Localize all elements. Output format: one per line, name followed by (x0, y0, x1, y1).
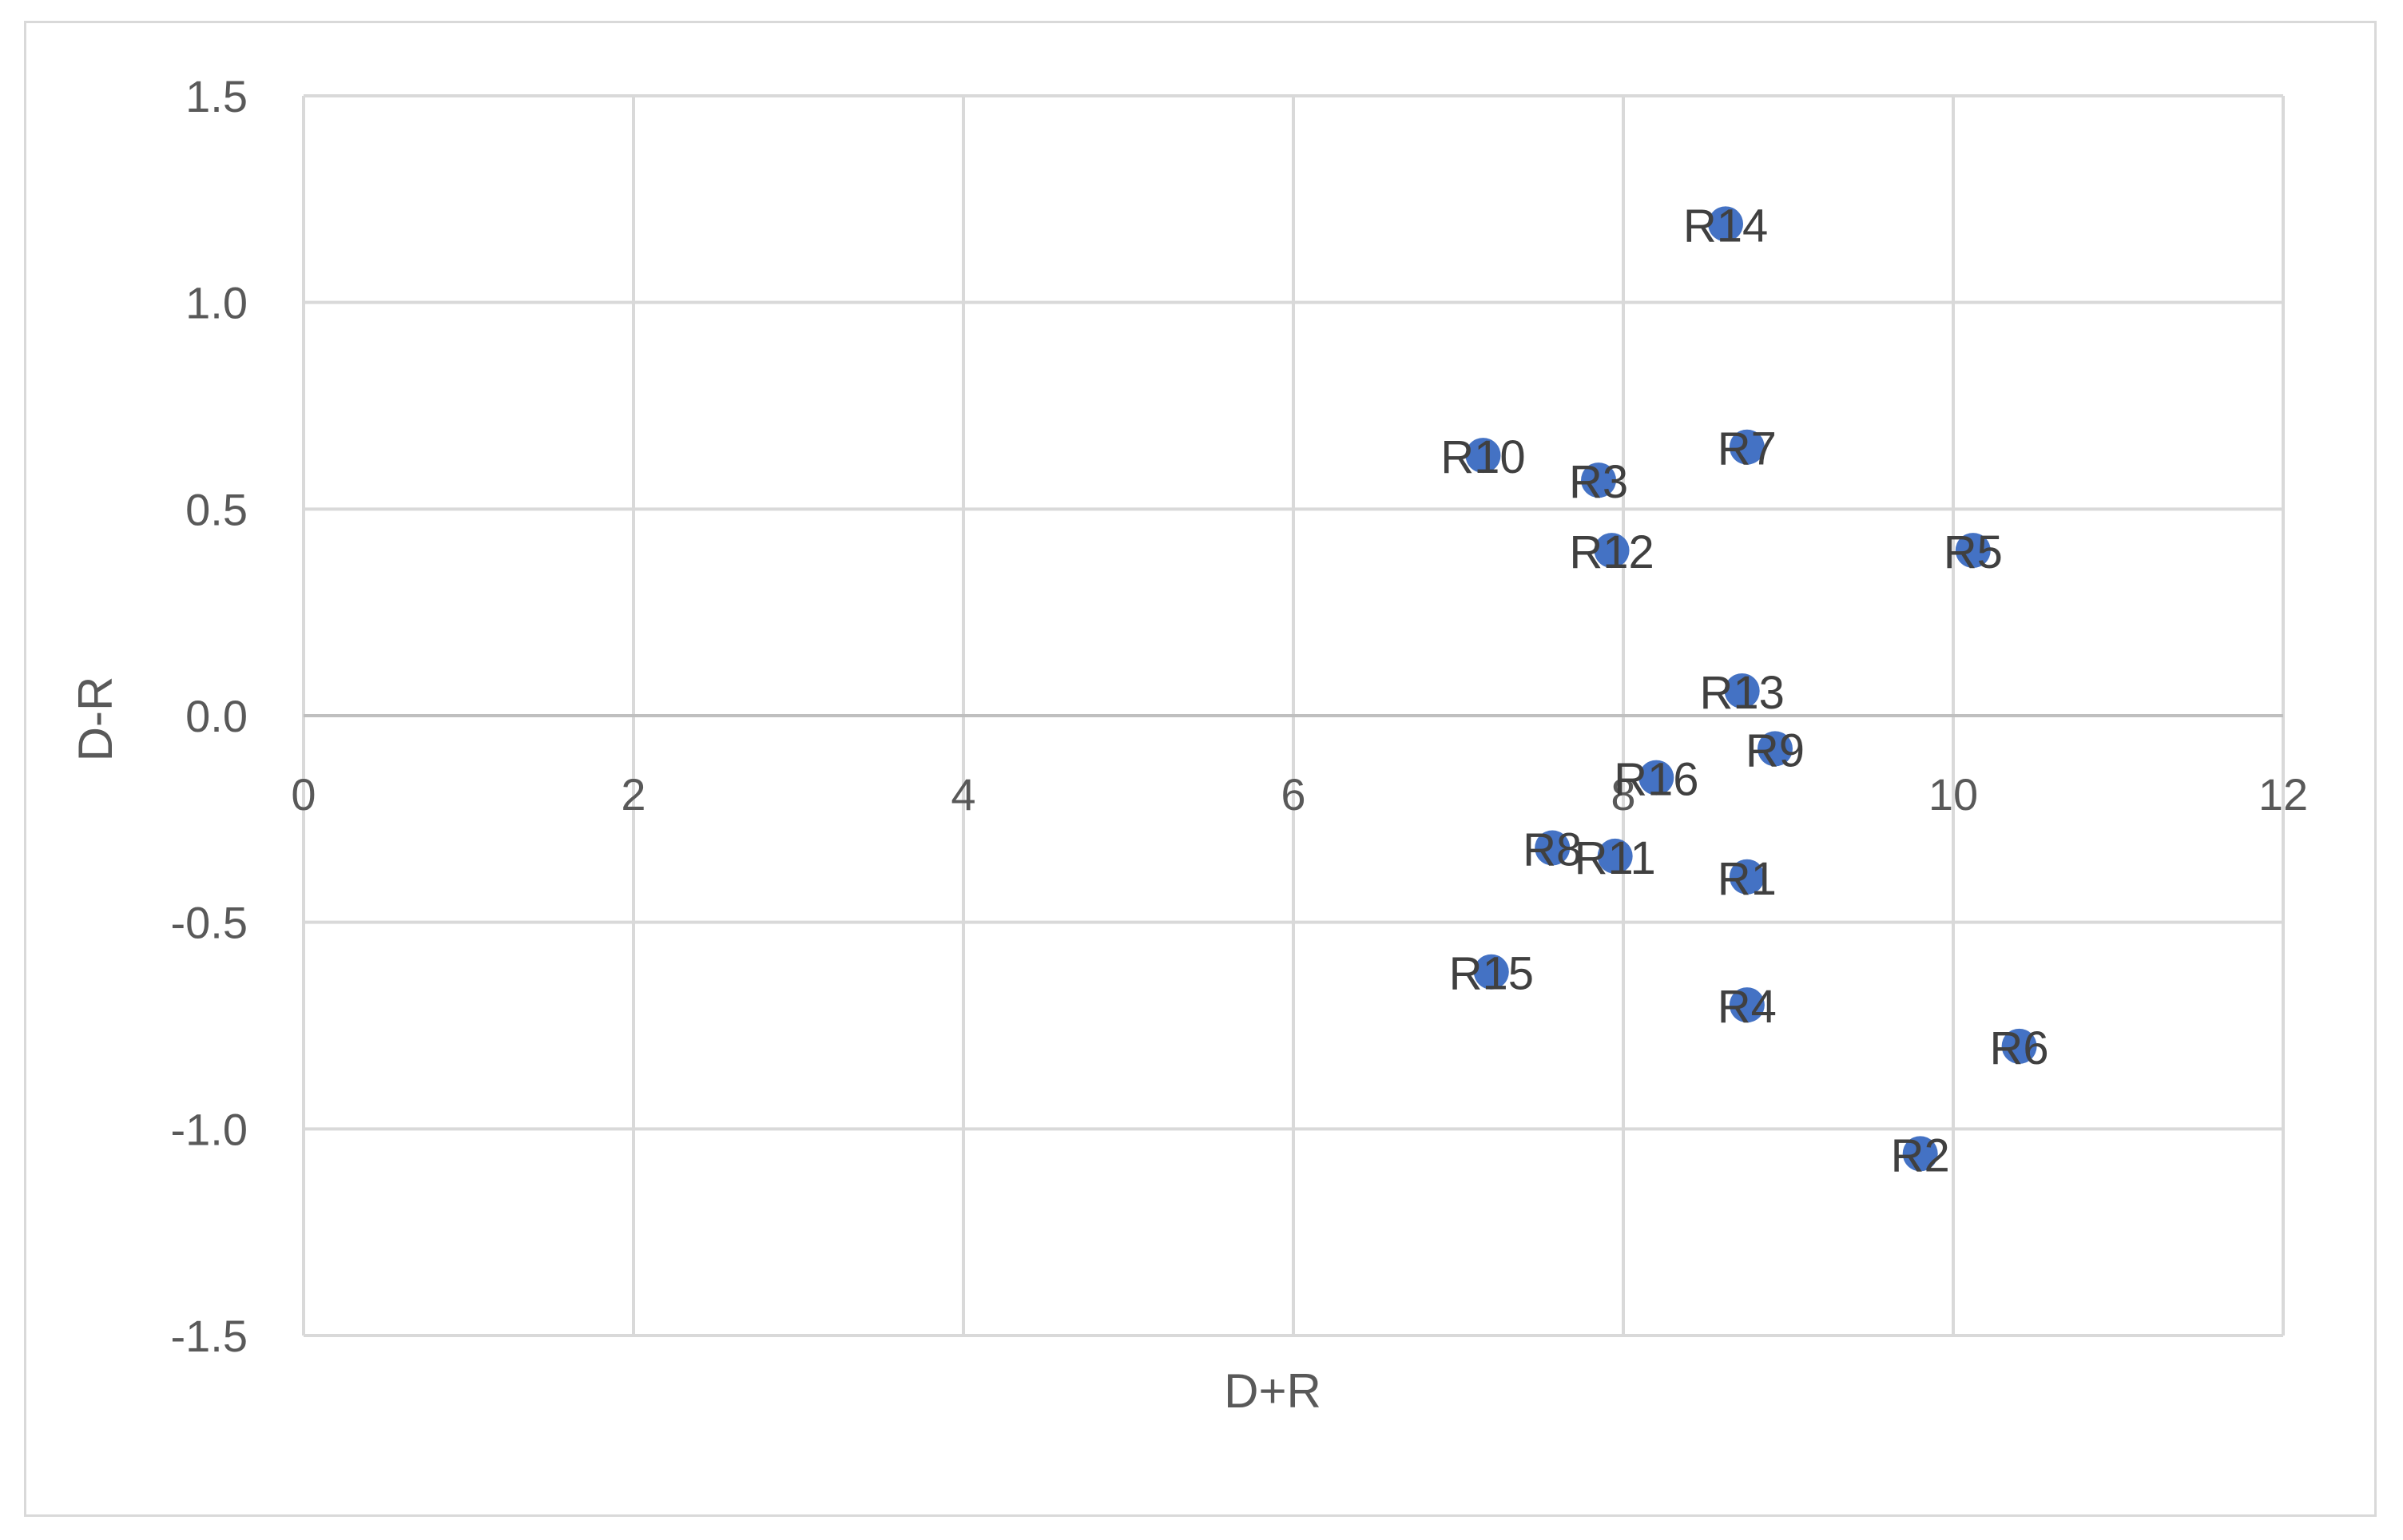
data-label-r7: R7 (1718, 423, 1777, 475)
data-point-r3 (1581, 462, 1617, 498)
x-tick-label-0: 0 (291, 769, 316, 820)
data-point-r9 (1757, 731, 1793, 767)
x-tick-label-5: 10 (1928, 769, 1978, 820)
y-tick-label-0: 1.5 (185, 71, 248, 121)
chart-frame (24, 21, 2377, 1517)
data-point-r8 (1535, 830, 1571, 866)
data-label-r5: R5 (1944, 526, 2003, 578)
y-tick-label-4: -0.5 (171, 898, 248, 948)
y-tick-label-3: 0.0 (185, 691, 248, 741)
data-point-r15 (1473, 954, 1509, 990)
x-tick-label-3: 6 (1281, 769, 1305, 820)
x-axis-title: D+R (1224, 1364, 1321, 1418)
data-point-r16 (1638, 760, 1674, 796)
data-point-r7 (1729, 429, 1765, 465)
y-tick-label-1: 1.0 (185, 278, 248, 328)
data-label-r16: R16 (1614, 754, 1698, 806)
y-tick-label-6: -1.5 (171, 1311, 248, 1361)
y-axis-title: D-R (69, 677, 122, 762)
data-point-r13 (1724, 673, 1760, 708)
data-point-r11 (1597, 838, 1633, 874)
data-label-r12: R12 (1569, 526, 1654, 578)
data-label-r2: R2 (1891, 1129, 1950, 1181)
data-label-r9: R9 (1746, 724, 1805, 776)
data-label-r6: R6 (1990, 1022, 2049, 1074)
x-tick-label-1: 2 (621, 769, 645, 820)
data-point-r14 (1708, 206, 1744, 242)
data-point-r10 (1465, 438, 1501, 474)
data-label-r13: R13 (1699, 667, 1784, 719)
x-tick-label-6: 12 (2258, 769, 2308, 820)
data-label-r1: R1 (1718, 853, 1777, 905)
data-point-r1 (1729, 859, 1765, 895)
x-tick-label-4: 8 (1611, 769, 1635, 820)
y-tick-label-2: 0.5 (185, 484, 248, 534)
data-point-r5 (1955, 533, 1991, 569)
data-label-r8: R8 (1523, 824, 1582, 876)
data-label-r14: R14 (1683, 200, 1768, 252)
data-label-r10: R10 (1440, 431, 1525, 483)
data-label-r11: R11 (1575, 832, 1656, 884)
data-label-r3: R3 (1569, 456, 1628, 508)
data-point-r4 (1729, 987, 1765, 1023)
data-point-r2 (1902, 1136, 1938, 1172)
data-label-r15: R15 (1449, 948, 1534, 1000)
data-point-r6 (2001, 1028, 2037, 1064)
x-tick-label-2: 4 (951, 769, 975, 820)
y-tick-label-5: -1.0 (171, 1104, 248, 1154)
data-label-r4: R4 (1718, 981, 1777, 1033)
data-point-r12 (1594, 533, 1630, 569)
